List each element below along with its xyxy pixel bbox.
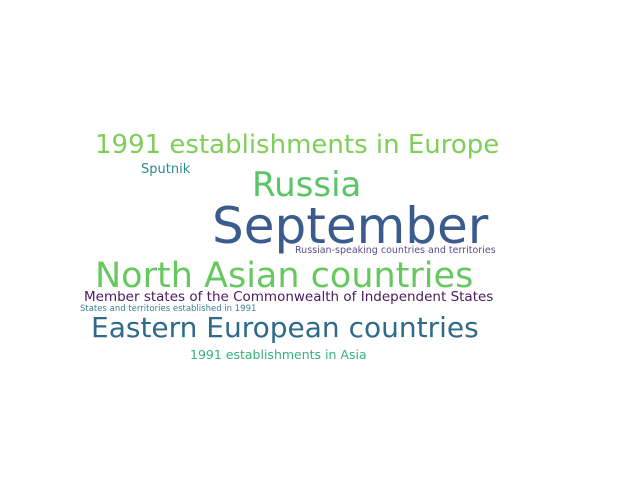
word-1991-establishments-in-europe: 1991 establishments in Europe: [95, 130, 500, 160]
word-north-asian-countries: North Asian countries: [95, 256, 474, 296]
word-september: September: [212, 197, 489, 255]
word-1991-establishments-in-asia: 1991 establishments in Asia: [190, 347, 367, 362]
word-cis-member-states: Member states of the Commonwealth of Ind…: [84, 289, 494, 305]
word-russian-speaking-countries: Russian-speaking countries and territori…: [295, 245, 496, 256]
word-sputnik: Sputnik: [141, 162, 191, 177]
word-russia: Russia: [252, 165, 362, 205]
word-eastern-european-countries: Eastern European countries: [91, 311, 479, 344]
word-states-established-1991: States and territories established in 19…: [80, 304, 257, 314]
